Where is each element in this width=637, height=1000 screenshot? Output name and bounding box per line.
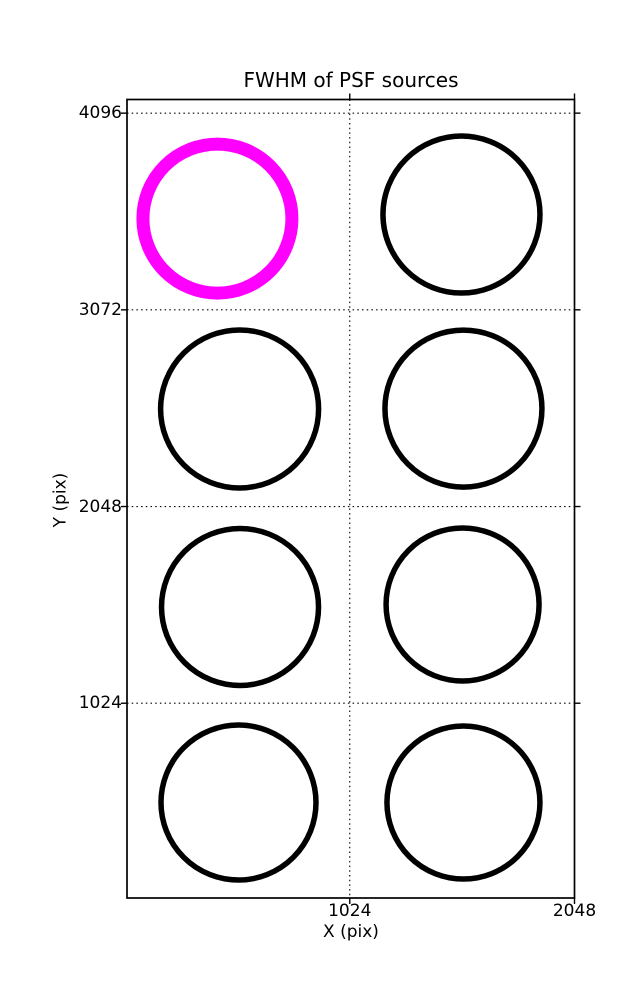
psf-circle-highlighted — [136, 137, 299, 300]
psf-circle — [158, 525, 322, 689]
y-tick-label: 1024 — [78, 693, 122, 714]
x-tick-label: 2048 — [552, 901, 597, 921]
psf-circle — [380, 133, 543, 296]
psf-circle — [382, 327, 545, 490]
y-tick-label: 3072 — [78, 299, 122, 320]
chart-title: FWHM of PSF sources — [243, 68, 459, 92]
psf-circle — [157, 327, 322, 491]
axes-spines — [126, 98, 576, 899]
psf-circle — [383, 525, 542, 684]
y-tick-label: 2048 — [78, 496, 122, 517]
psf-circle — [158, 722, 319, 883]
psf-circle — [384, 723, 543, 882]
x-tick-label: 1024 — [328, 901, 372, 921]
y-tick-label: 4096 — [78, 103, 122, 124]
x-axis-label: X (pix) — [323, 922, 379, 942]
